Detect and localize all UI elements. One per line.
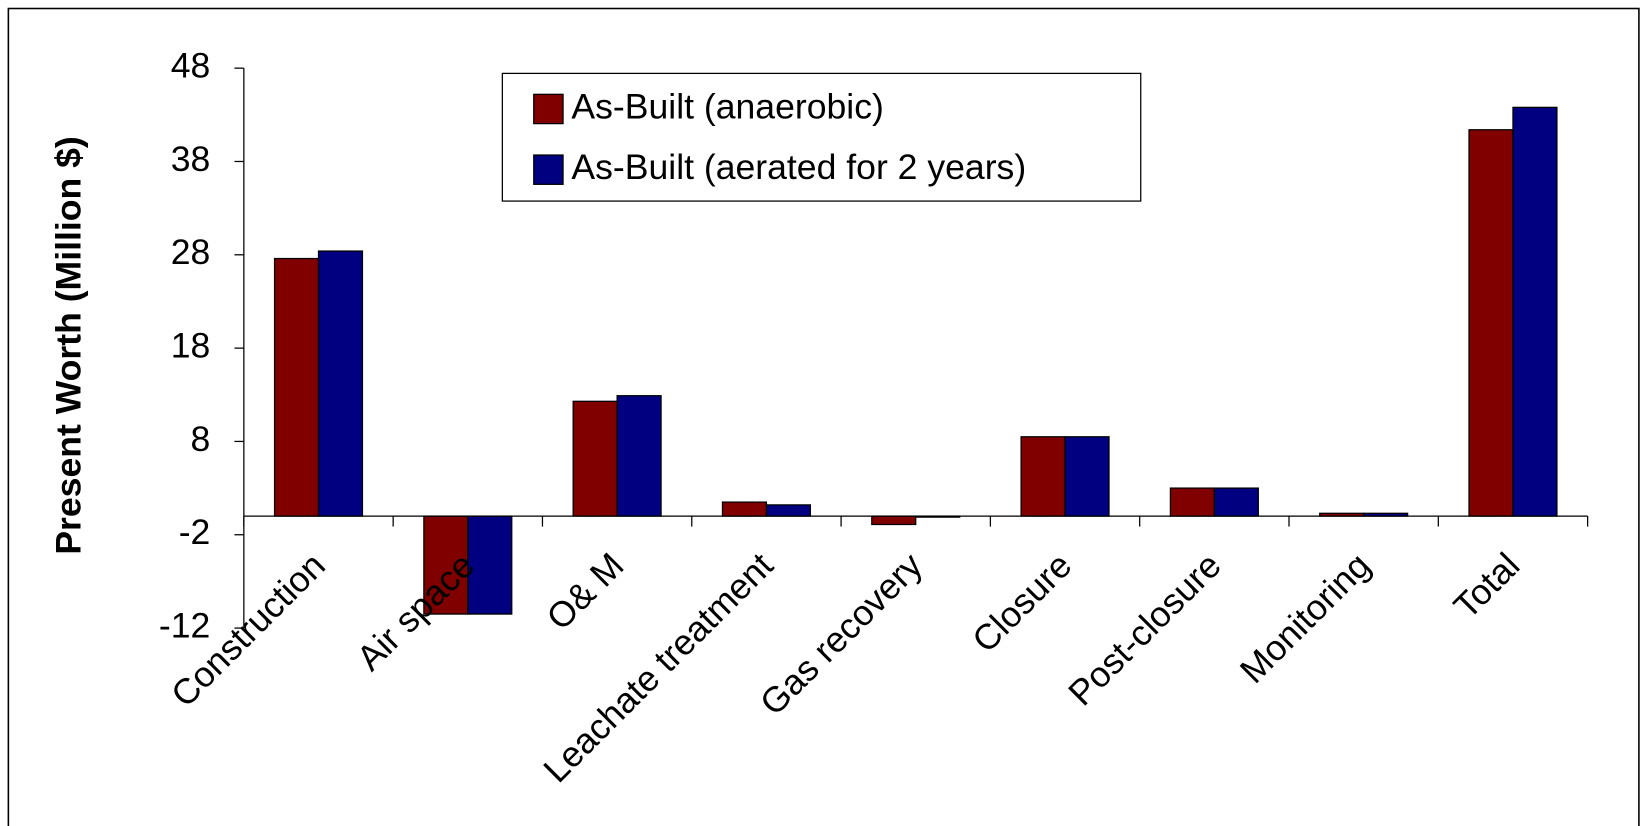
bar [1213,487,1259,517]
bar [1064,436,1110,517]
legend-label: As-Built (anaerobic) [571,86,883,126]
bar [1512,106,1558,517]
bar [273,257,320,517]
y-tick-label: 18 [171,326,211,366]
legend-label: As-Built (aerated for 2 years) [571,147,1026,187]
y-tick-label: 28 [171,232,211,272]
legend-box [501,72,1142,202]
bar [765,504,812,517]
y-axis-title: Present Worth (Million $) [49,136,89,554]
bar [317,250,364,517]
bar [871,515,917,526]
y-tick-label: 48 [171,46,211,86]
y-tick-label: -2 [179,512,211,552]
bar [1169,487,1215,517]
bar [572,400,618,517]
bar [423,515,469,615]
bar [721,501,768,517]
bar [1020,436,1066,517]
legend-swatch [533,154,564,185]
y-tick-label: -12 [159,605,210,645]
bar [1468,129,1514,517]
legend-swatch [533,93,564,125]
bar [467,515,513,615]
y-tick-label: 38 [171,139,211,179]
bar [616,395,662,517]
y-tick-label: 8 [191,419,211,459]
